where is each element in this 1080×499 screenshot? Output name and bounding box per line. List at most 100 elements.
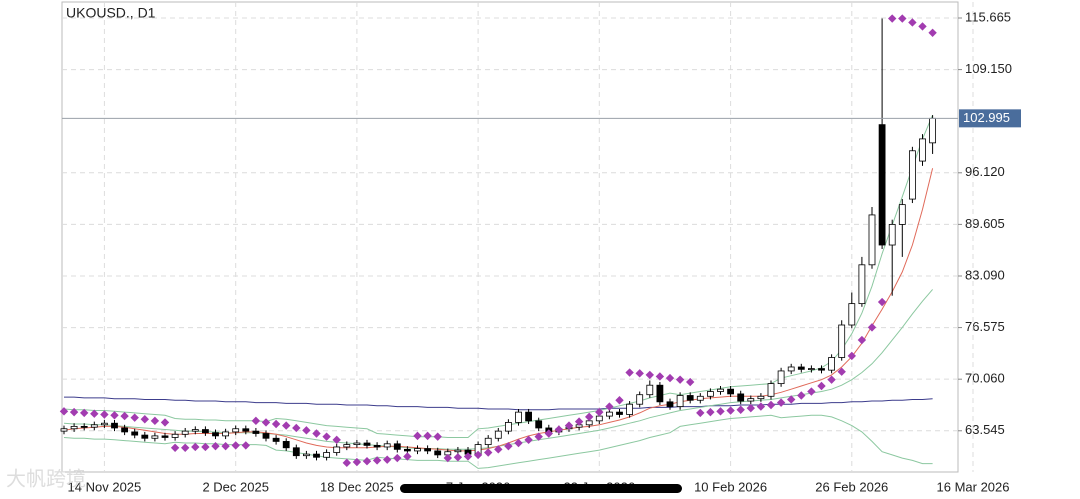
sar-dot bbox=[90, 409, 99, 418]
candle-body bbox=[595, 415, 603, 422]
sar-dot bbox=[615, 396, 624, 405]
sar-dot bbox=[120, 411, 129, 421]
candle-body bbox=[353, 442, 361, 445]
sar-dot bbox=[292, 423, 301, 433]
candle-body bbox=[201, 429, 209, 434]
sar-dot bbox=[797, 391, 806, 400]
chart-title: UKOUSD., D1 bbox=[66, 5, 156, 21]
sar-dot bbox=[928, 28, 937, 37]
candle-body bbox=[656, 384, 664, 403]
candle-body bbox=[636, 394, 644, 405]
sar-dot bbox=[241, 441, 250, 450]
x-tick-label: 16 Mar 2026 bbox=[937, 479, 1010, 494]
candle-body bbox=[828, 357, 835, 371]
x-tick-label: 18 Dec 2025 bbox=[320, 479, 394, 494]
candle-body bbox=[898, 204, 906, 225]
candle-body bbox=[666, 401, 674, 407]
sar-dot bbox=[271, 419, 281, 429]
sar-dot bbox=[645, 370, 654, 380]
candle-body bbox=[686, 395, 694, 401]
y-tick-label: 63.545 bbox=[965, 422, 1005, 437]
sar-dot bbox=[877, 297, 887, 307]
candle-body bbox=[151, 435, 159, 439]
candle-body bbox=[525, 411, 532, 422]
candle-body bbox=[777, 370, 785, 385]
candle-body bbox=[424, 448, 432, 452]
x-tick-label: 14 Nov 2025 bbox=[68, 479, 142, 494]
sar-dot bbox=[605, 402, 614, 411]
candle-body bbox=[90, 424, 98, 428]
sar-dot bbox=[837, 367, 846, 376]
sar-dot bbox=[706, 407, 715, 417]
candle-body bbox=[929, 117, 936, 144]
sar-dot bbox=[807, 387, 816, 396]
sar-dot bbox=[160, 418, 170, 427]
sar-dot bbox=[665, 373, 675, 383]
sar-dot bbox=[746, 403, 755, 413]
candle-body bbox=[737, 393, 745, 402]
sar-dot bbox=[140, 415, 149, 424]
candle-body bbox=[232, 428, 240, 433]
candle-body bbox=[252, 430, 260, 434]
candle-body bbox=[302, 453, 310, 457]
sar-dot bbox=[756, 402, 766, 411]
candle-body bbox=[494, 430, 502, 439]
candle-body bbox=[868, 214, 876, 266]
candle-body bbox=[222, 431, 230, 437]
candle-body bbox=[504, 422, 512, 432]
sar-dot bbox=[372, 456, 382, 465]
sar-dot bbox=[574, 417, 584, 426]
candle-body bbox=[616, 411, 623, 415]
candle-body bbox=[484, 437, 492, 445]
sar-dot bbox=[130, 413, 139, 422]
y-tick-label: 76.575 bbox=[965, 319, 1005, 334]
candle-body bbox=[919, 138, 926, 162]
sar-dot bbox=[332, 435, 341, 445]
sar-dot bbox=[918, 22, 927, 31]
sar-dot bbox=[423, 431, 432, 441]
sar-dot bbox=[383, 455, 392, 464]
y-tick-label: 70.060 bbox=[965, 371, 1005, 386]
candle-body bbox=[111, 422, 118, 429]
candle-body bbox=[323, 452, 331, 458]
sar-dot bbox=[726, 406, 735, 415]
redaction-bar bbox=[400, 484, 682, 493]
sar-dot bbox=[888, 14, 897, 23]
sar-dot bbox=[817, 381, 826, 391]
sar-dot bbox=[150, 416, 160, 426]
candle-body bbox=[585, 420, 593, 426]
sar-dot bbox=[776, 398, 786, 407]
y-tick-label: 83.090 bbox=[965, 267, 1005, 282]
sar-dot bbox=[908, 18, 917, 27]
sar-dot bbox=[312, 429, 321, 438]
sar-dot bbox=[766, 400, 776, 410]
sar-dot bbox=[736, 405, 745, 414]
sar-dot bbox=[201, 442, 210, 452]
sar-dot bbox=[211, 441, 220, 451]
sar-dot bbox=[675, 375, 685, 384]
candle-body bbox=[606, 411, 613, 417]
y-tick-label: 115.665 bbox=[965, 9, 1011, 24]
sar-dot bbox=[686, 377, 695, 387]
sar-dot bbox=[514, 438, 523, 448]
candle-body bbox=[757, 395, 765, 400]
candle-body bbox=[161, 435, 169, 438]
candle-body bbox=[434, 450, 442, 456]
sar-dot bbox=[170, 443, 180, 452]
sar-dot bbox=[473, 450, 483, 460]
candle-body bbox=[515, 411, 522, 423]
candle-body bbox=[70, 425, 78, 430]
x-tick-label: 26 Feb 2026 bbox=[815, 479, 888, 494]
sar-dot bbox=[655, 372, 665, 381]
sar-dot bbox=[494, 445, 503, 454]
indicator-line bbox=[63, 414, 933, 469]
last-price-box bbox=[959, 109, 1021, 128]
sar-dot bbox=[69, 407, 79, 417]
watermark: 大帆跨境 bbox=[6, 467, 86, 490]
candle-body bbox=[212, 432, 219, 437]
candle-body bbox=[242, 428, 250, 432]
sar-dot bbox=[433, 432, 442, 441]
candle-body bbox=[373, 444, 381, 448]
sar-dot bbox=[302, 426, 311, 435]
candle-body bbox=[808, 368, 815, 370]
